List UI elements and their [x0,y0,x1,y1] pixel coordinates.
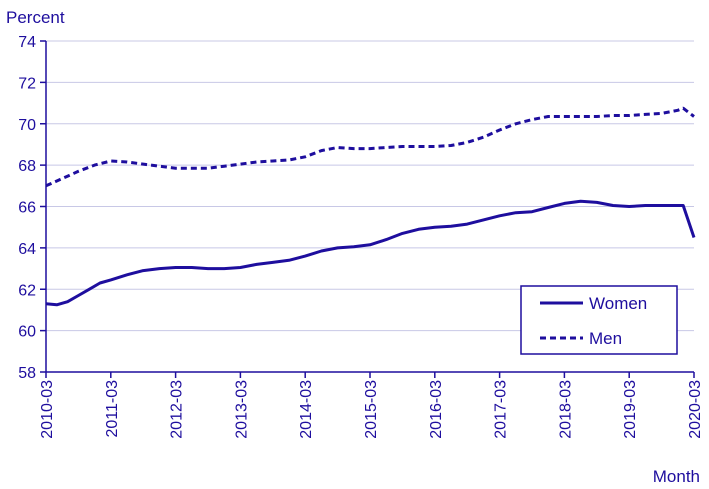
y-tick-label: 74 [18,34,36,51]
y-tick-label: 58 [18,365,36,382]
x-axis-title: Month [653,467,700,486]
x-tick-label: 2017-03 [493,380,510,439]
x-tick-label: 2012-03 [169,380,186,439]
y-tick-label: 66 [18,200,36,217]
series-line-women [45,199,696,307]
x-tick-label: 2019-03 [622,380,639,439]
y-axis: 58 60 62 64 66 68 70 72 74 [18,34,47,382]
y-tick-label: 68 [18,158,36,175]
legend-men-label: Men [589,329,622,348]
legend: Women Men [520,285,678,355]
x-axis: 2010-03 2011-03 2012-03 2013-03 2014-03 2015-… [39,371,704,439]
series-line-men [45,106,695,188]
y-tick-label: 70 [18,117,36,134]
x-tick-label: 2014-03 [298,380,315,439]
x-tick-label: 2011-03 [104,380,121,438]
series-lines [45,106,696,307]
y-tick-label: 60 [18,324,36,341]
x-tick-label: 2016-03 [428,380,445,439]
y-axis-title: Percent [6,8,65,27]
x-tick-label: 2020-03 [687,380,704,439]
x-tick-label: 2010-03 [39,380,56,439]
y-tick-label: 72 [18,75,36,92]
y-tick-label: 62 [18,282,36,299]
x-tick-label: 2015-03 [363,380,380,439]
y-tick-label: 64 [18,241,36,258]
legend-box [520,285,678,355]
x-tick-label: 2018-03 [557,380,574,439]
x-tick-label: 2013-03 [233,380,250,439]
legend-women-label: Women [589,294,647,313]
